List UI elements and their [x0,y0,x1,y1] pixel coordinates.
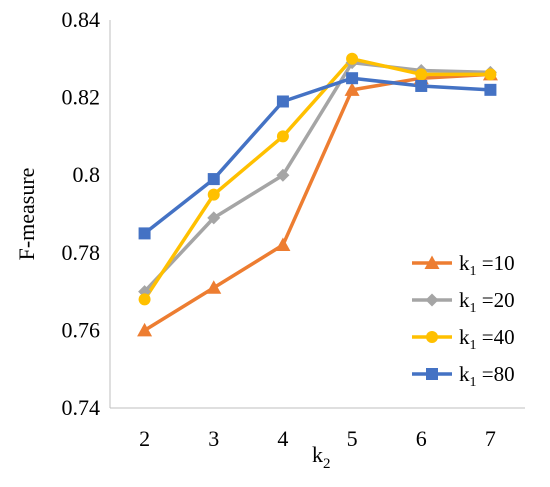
legend-label-value: =40 [477,325,515,349]
legend-item: k1 =40 [412,325,515,353]
x-tick-label: 4 [277,426,288,451]
x-axis-title: k2 [312,442,331,472]
legend-label-subscript: 1 [470,264,477,279]
y-tick-label: 0.78 [62,240,101,265]
series-line-2 [143,57,491,301]
legend-marker [426,368,438,380]
legend-label-prefix: k [459,362,470,386]
x-tick-label: 5 [347,426,358,451]
legend-marker [425,293,439,307]
series-lines [143,57,491,332]
data-point-1-1 [207,211,221,225]
series-line-3 [143,76,491,235]
x-tick-label: 6 [416,426,427,451]
data-point-0-1 [206,280,222,294]
legend-item: k1 =20 [412,288,515,316]
data-point-0-0 [137,322,153,337]
data-point-1-2 [276,168,290,182]
x-tick-label: 3 [208,426,219,451]
data-point-2-1 [207,188,220,201]
legend-label-value: =80 [477,362,515,386]
y-tick-label: 0.82 [62,85,101,110]
legend-label-value: =10 [477,251,515,275]
legend-label-prefix: k [459,288,470,312]
x-tick-label: 7 [485,426,496,451]
data-point-3-3 [346,72,359,85]
data-point-2-5 [484,68,497,81]
legend-marker [426,331,438,343]
legend-marker [424,255,440,269]
series-markers [137,52,498,337]
data-point-2-4 [415,68,428,81]
data-point-3-0 [138,227,151,240]
legend-label-prefix: k [459,251,470,275]
data-point-2-0 [138,293,151,306]
data-point-2-2 [276,130,289,143]
series-line-1 [143,60,491,293]
legend-label: k1 =40 [459,325,515,353]
legend-label-subscript: 1 [470,375,477,390]
data-point-3-1 [207,173,220,186]
x-tick-label: 2 [139,426,150,451]
legend-item: k1 =80 [412,362,515,390]
x-axis-title-subscript: 2 [323,456,331,472]
legend-label: k1 =20 [459,288,515,316]
legend-label: k1 =80 [459,362,515,390]
data-point-0-3 [344,82,360,96]
y-tick-label: 0.74 [62,395,101,420]
legend-label-subscript: 1 [470,338,477,353]
data-point-3-2 [276,95,289,108]
data-point-2-3 [346,52,359,65]
legend-label: k1 =10 [459,251,515,279]
legend-item: k1 =10 [412,251,515,279]
data-point-3-5 [484,83,497,96]
legend-label-value: =20 [477,288,515,312]
legend-label-subscript: 1 [470,301,477,316]
legend-label-prefix: k [459,325,470,349]
y-axis-title: F-measure [14,168,39,261]
series-line-0 [143,72,491,332]
y-tick-label: 0.8 [73,162,101,187]
y-tick-label: 0.84 [62,7,101,32]
data-point-3-4 [415,79,428,92]
data-point-0-2 [275,237,291,252]
y-tick-label: 0.76 [62,317,101,342]
x-axis-title-main: k [312,442,323,467]
